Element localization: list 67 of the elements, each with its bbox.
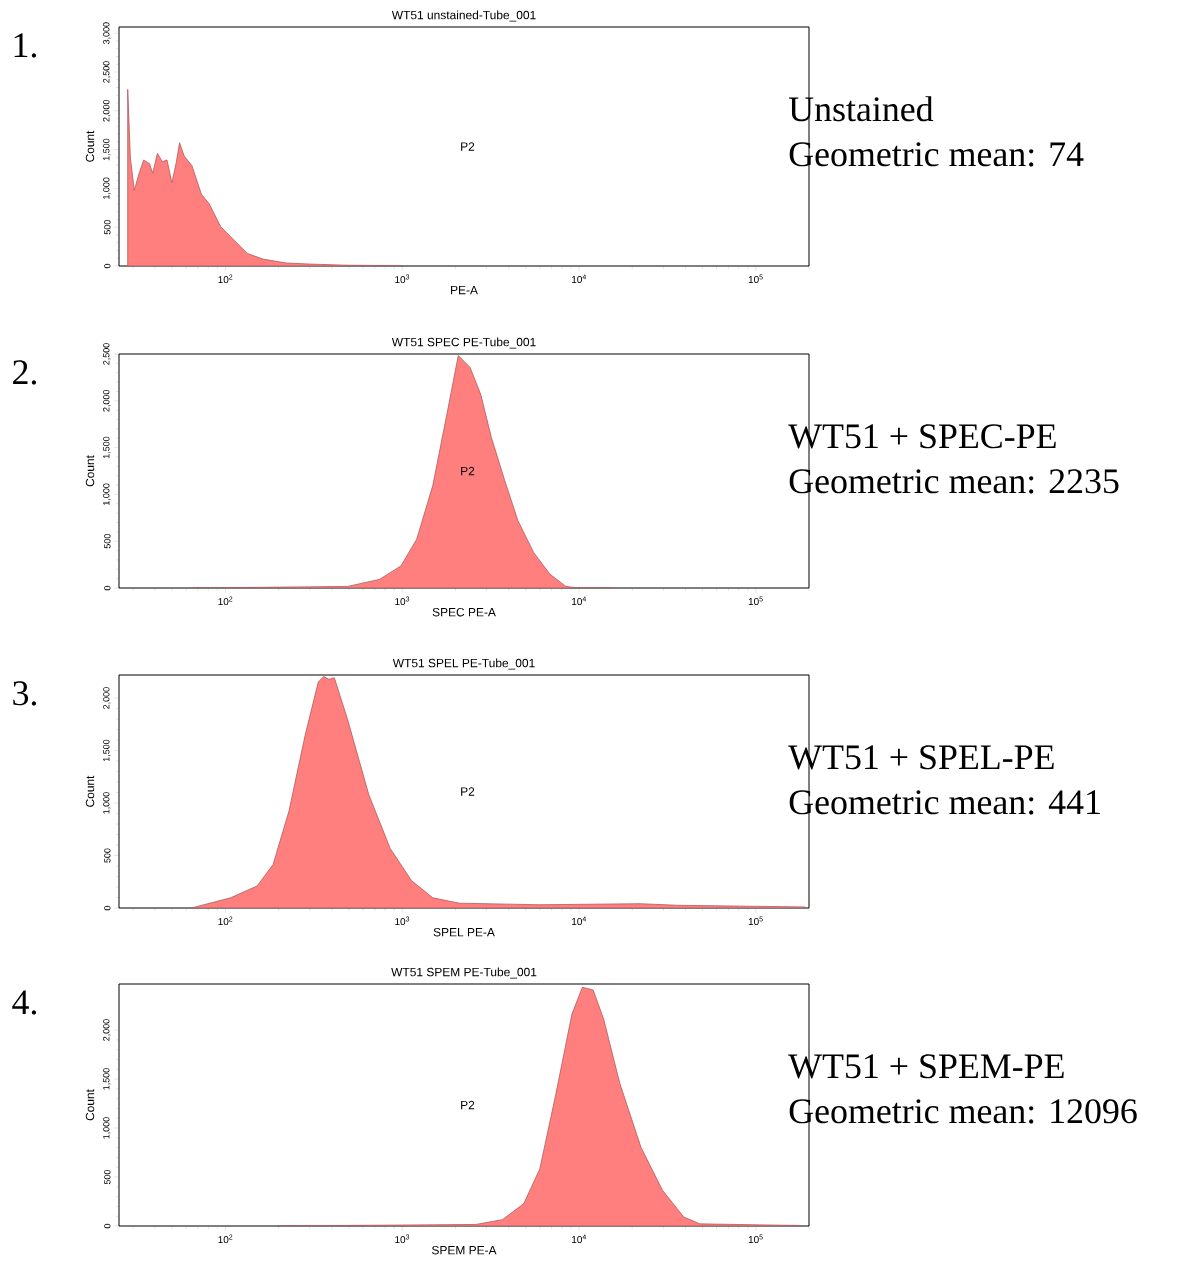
annotation: P2 <box>461 142 475 151</box>
y-axis-title: Count <box>85 455 95 487</box>
y-tick-label: 2,000 <box>103 687 111 709</box>
y-tick-label: 0 <box>104 263 111 269</box>
y-axis-title: Count <box>85 130 95 162</box>
y-tick-label: 1,000 <box>103 483 111 505</box>
y-tick-label: 2,000 <box>103 1019 111 1041</box>
x-tick-label: 10$^{5}$ <box>748 274 763 284</box>
x-tick-label: 10$^{3}$ <box>395 274 410 284</box>
text: 2. <box>13 360 37 385</box>
annotation: P2 <box>461 787 475 796</box>
x-axis-title: SPEM PE-A <box>432 1245 497 1255</box>
text: 4. <box>12 990 37 1015</box>
y-tick-label: 1,500 <box>103 436 111 459</box>
y-tick-label: 500 <box>104 1169 111 1185</box>
y-tick-label: 0 <box>104 1223 111 1229</box>
chart-title: WT51 SPEC PE-Tube_001 <box>391 337 536 349</box>
x-tick-label: 10$^{5}$ <box>748 1234 763 1244</box>
x-tick-label: 10$^{3}$ <box>395 916 410 926</box>
annotation: P2 <box>461 466 475 476</box>
annotation: Geometric mean: 74 <box>789 142 1084 167</box>
y-tick-label: 2,000 <box>103 389 111 412</box>
x-tick-label: 10$^{3}$ <box>395 1234 410 1244</box>
y-tick-label: 500 <box>104 534 111 549</box>
x-tick-label: 10$^{4}$ <box>572 596 587 606</box>
y-tick-label: 2,500 <box>103 343 111 365</box>
chart-title: WT51 unstained-Tube_001 <box>391 10 536 22</box>
x-tick-label: 10$^{3}$ <box>395 596 410 606</box>
y-tick-label: 1,500 <box>103 1068 111 1090</box>
y-tick-label: 500 <box>104 220 111 235</box>
y-axis-title: Count <box>85 775 95 807</box>
y-tick-label: 1,000 <box>103 177 111 199</box>
text: 3. <box>13 681 37 706</box>
y-tick-label: 1,500 <box>103 138 111 161</box>
annotation: WT51 + SPEL-PE <box>788 745 1054 770</box>
annotation: P2 <box>461 1100 475 1110</box>
x-tick-label: 10$^{2}$ <box>218 1234 233 1244</box>
x-axis-title: PE-A <box>451 285 478 295</box>
y-tick-label: 1,000 <box>103 1117 111 1139</box>
x-tick-label: 10$^{5}$ <box>748 596 763 606</box>
y-tick-label: 3,000 <box>103 22 111 45</box>
chart-title: WT51 SPEM PE-Tube_001 <box>391 967 537 979</box>
x-tick-label: 10$^{2}$ <box>218 596 233 606</box>
y-tick-label: 1,000 <box>103 792 111 814</box>
annotation: Unstained <box>788 96 934 122</box>
x-axis-title: SPEL PE-A <box>433 927 495 937</box>
x-tick-label: 10$^{2}$ <box>218 274 233 284</box>
y-tick-label: 2,500 <box>103 61 111 83</box>
x-tick-label: 10$^{4}$ <box>572 274 587 284</box>
x-tick-label: 10$^{4}$ <box>572 1234 587 1244</box>
annotation: Geometric mean: 441 <box>789 790 1100 815</box>
annotation: WT51 + SPEC-PE <box>788 424 1056 449</box>
y-tick-label: 1,500 <box>103 739 111 762</box>
x-tick-label: 10$^{4}$ <box>572 916 587 926</box>
x-tick-label: 10$^{2}$ <box>218 916 233 926</box>
chart-title: WT51 SPEL PE-Tube_001 <box>392 658 535 670</box>
x-tick-label: 10$^{5}$ <box>748 916 763 926</box>
y-tick-label: 0 <box>104 905 111 911</box>
y-tick-label: 2,000 <box>103 99 111 122</box>
y-tick-label: 500 <box>104 848 111 863</box>
annotation: Geometric mean: 12096 <box>789 1099 1137 1124</box>
y-tick-label: 0 <box>104 585 111 591</box>
y-axis-title: Count <box>85 1089 95 1121</box>
text: 1. <box>14 33 37 58</box>
x-axis-title: SPEC PE-A <box>432 607 496 617</box>
annotation: WT51 + SPEM-PE <box>788 1054 1064 1079</box>
annotation: Geometric mean: 2235 <box>789 469 1119 494</box>
